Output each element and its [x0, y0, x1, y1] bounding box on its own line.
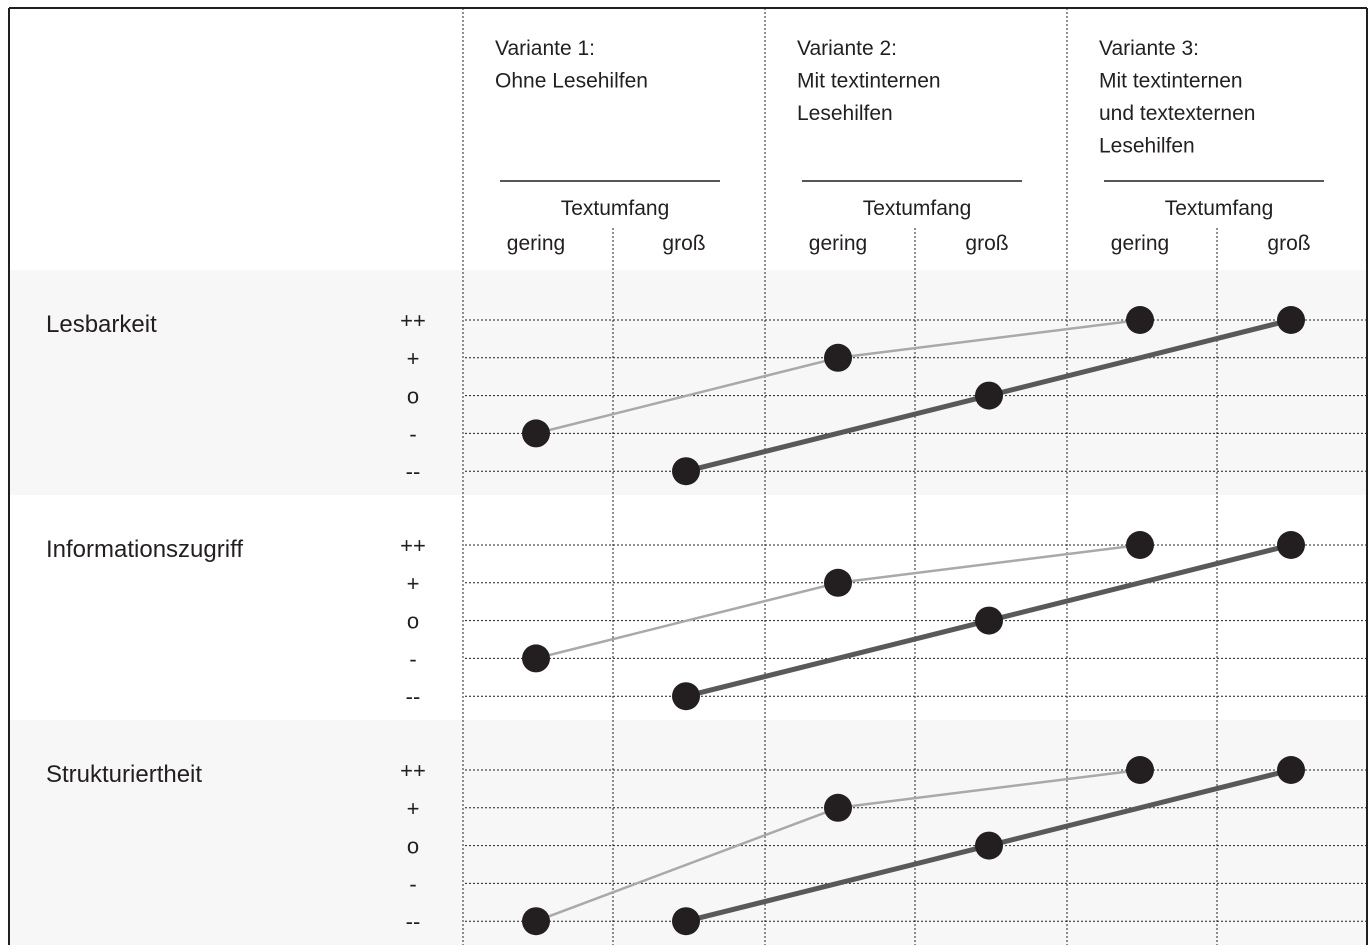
scale-label: - — [409, 871, 416, 896]
data-point-gross — [975, 381, 1003, 410]
category-label-gering: gering — [507, 232, 565, 255]
scale-label: + — [407, 571, 420, 596]
scale-label: ++ — [400, 308, 426, 333]
data-point-gross — [975, 831, 1003, 860]
data-point-gering — [1126, 756, 1154, 784]
scale-label: -- — [406, 909, 421, 934]
data-point-gross — [1277, 531, 1305, 559]
data-point-gering — [522, 644, 550, 673]
data-point-gering — [824, 568, 852, 597]
category-label-gross: groß — [662, 232, 705, 255]
scale-label: o — [407, 384, 419, 409]
variant-title-line: Variante 2: — [797, 37, 897, 60]
criterion-label: Lesbarkeit — [46, 311, 157, 338]
data-point-gering — [824, 343, 852, 372]
data-point-gering — [1126, 531, 1154, 559]
scale-label: o — [407, 834, 419, 859]
scale-label: - — [409, 646, 416, 671]
variant-title-line: Variante 1: — [495, 37, 595, 60]
variant-title-line: Mit textinternen — [797, 70, 941, 93]
textumfang-label: Textumfang — [863, 197, 972, 220]
category-label-gering: gering — [809, 232, 867, 255]
scale-label: + — [407, 796, 420, 821]
scale-label: + — [407, 346, 420, 371]
data-point-gering — [522, 907, 550, 936]
variant-title-line: Mit textinternen — [1099, 70, 1243, 93]
criterion-label: Informationszugriff — [46, 536, 243, 563]
variant-title-line: und textexternen — [1099, 102, 1255, 125]
category-label-gross: groß — [1267, 232, 1310, 255]
category-label-gross: groß — [965, 232, 1008, 255]
variant-title-line: Variante 3: — [1099, 37, 1199, 60]
criterion-label: Strukturiertheit — [46, 761, 202, 788]
scale-label: -- — [406, 459, 421, 484]
data-point-gering — [522, 419, 550, 448]
data-point-gross — [1277, 756, 1305, 784]
data-point-gross — [1277, 306, 1305, 334]
data-point-gross — [672, 682, 700, 711]
variant-title-line: Lesehilfen — [797, 102, 893, 125]
variant-title-line: Lesehilfen — [1099, 135, 1195, 158]
textumfang-label: Textumfang — [1165, 197, 1274, 220]
scale-label: ++ — [400, 533, 426, 558]
scale-label: ++ — [400, 758, 426, 783]
textumfang-label: Textumfang — [561, 197, 670, 220]
data-point-gross — [672, 457, 700, 486]
variant-title-line: Ohne Lesehilfen — [495, 70, 648, 93]
scale-label: o — [407, 609, 419, 634]
category-label-gering: gering — [1111, 232, 1169, 255]
scale-label: -- — [406, 684, 421, 709]
data-point-gross — [672, 907, 700, 936]
data-point-gross — [975, 606, 1003, 635]
data-point-gering — [1126, 306, 1154, 334]
scale-label: - — [409, 421, 416, 446]
data-point-gering — [824, 793, 852, 822]
